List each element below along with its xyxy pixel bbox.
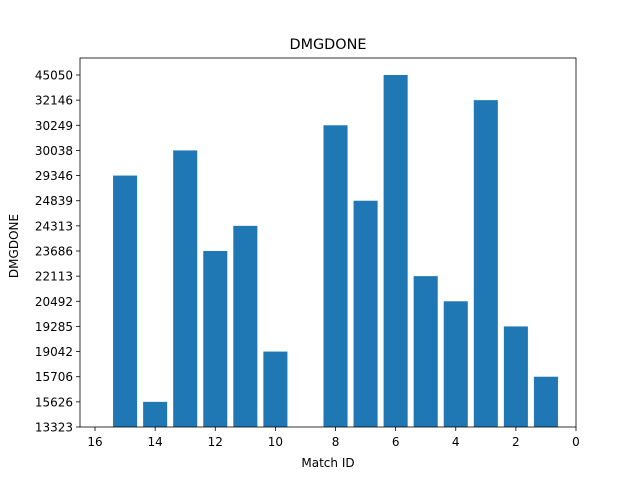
y-tick-label: 45050 bbox=[35, 69, 73, 83]
y-tick-label: 20492 bbox=[35, 295, 73, 309]
bar-match-7 bbox=[353, 200, 378, 427]
y-tick-label: 29346 bbox=[35, 169, 73, 183]
bar-match-4 bbox=[443, 301, 468, 427]
x-tick-label: 14 bbox=[148, 435, 163, 449]
x-tick-label: 2 bbox=[512, 435, 520, 449]
bar-match-10 bbox=[263, 351, 288, 427]
bars-layer bbox=[113, 75, 558, 427]
y-tick-label: 30249 bbox=[35, 119, 73, 133]
x-tick-label: 10 bbox=[268, 435, 283, 449]
y-tick-label: 19285 bbox=[35, 320, 73, 334]
bar-match-11 bbox=[233, 225, 258, 427]
y-tick-label: 30038 bbox=[35, 144, 73, 158]
y-axis-ticks: 13323 15626 15706 19042 19285 20492 22113 23686… bbox=[35, 69, 80, 435]
chart-title: DMGDONE bbox=[290, 37, 367, 53]
bar-match-15 bbox=[113, 175, 138, 427]
x-tick-label: 16 bbox=[87, 435, 102, 449]
bar-match-13 bbox=[173, 150, 198, 427]
bar-match-5 bbox=[413, 276, 438, 427]
bar-match-8 bbox=[323, 125, 348, 427]
y-axis-label: DMGDONE bbox=[7, 214, 21, 278]
bar-match-6 bbox=[383, 75, 408, 427]
y-tick-label: 13323 bbox=[35, 421, 73, 435]
y-tick-label: 15626 bbox=[35, 395, 73, 409]
x-tick-label: 8 bbox=[332, 435, 340, 449]
y-tick-label: 22113 bbox=[35, 270, 73, 284]
bar-match-12 bbox=[203, 251, 228, 427]
x-axis-label: Match ID bbox=[301, 456, 354, 470]
bar-match-1 bbox=[533, 376, 558, 427]
y-tick-label: 23686 bbox=[35, 245, 73, 259]
y-tick-label: 19042 bbox=[35, 345, 73, 359]
plot-frame bbox=[79, 57, 577, 428]
y-tick-label: 24313 bbox=[35, 219, 73, 233]
y-tick-label: 32146 bbox=[35, 94, 73, 108]
y-tick-label: 15706 bbox=[35, 370, 73, 384]
bar-match-14 bbox=[143, 401, 168, 427]
x-tick-label: 4 bbox=[452, 435, 460, 449]
x-tick-label: 0 bbox=[572, 435, 580, 449]
y-tick-label: 24839 bbox=[35, 194, 73, 208]
x-tick-label: 12 bbox=[208, 435, 223, 449]
bar-match-3 bbox=[473, 100, 498, 427]
x-axis-ticks: 16 14 12 10 8 6 4 2 0 bbox=[87, 427, 580, 449]
bar-match-2 bbox=[503, 326, 528, 427]
x-tick-label: 6 bbox=[392, 435, 400, 449]
